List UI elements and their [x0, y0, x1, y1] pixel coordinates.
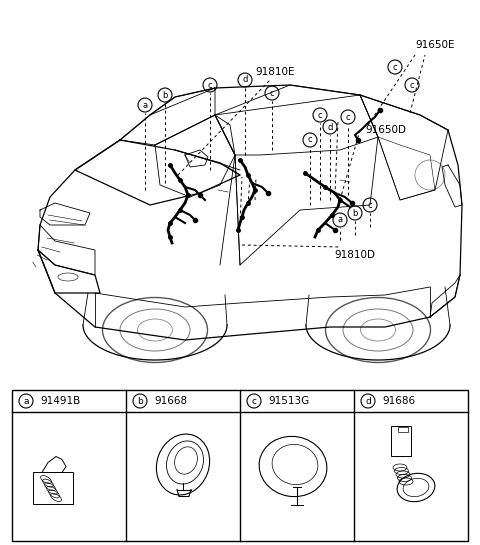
Text: c: c [410, 81, 414, 89]
Text: c: c [308, 136, 312, 144]
Text: c: c [252, 397, 256, 405]
Text: a: a [143, 100, 147, 110]
Text: c: c [393, 63, 397, 71]
Text: c: c [270, 88, 274, 98]
Text: 91650E: 91650E [415, 40, 455, 50]
Text: b: b [137, 397, 143, 405]
Text: 91810E: 91810E [255, 67, 295, 77]
Text: d: d [327, 123, 333, 131]
Text: d: d [242, 76, 248, 84]
Text: c: c [368, 201, 372, 209]
Text: a: a [23, 397, 29, 405]
Text: 91810D: 91810D [335, 250, 375, 260]
Text: c: c [346, 112, 350, 122]
Text: 91686: 91686 [382, 396, 415, 406]
Text: 91650D: 91650D [365, 125, 406, 135]
Bar [12, 390, 468, 541]
Text: 91491B: 91491B [40, 396, 80, 406]
Text: c: c [318, 111, 322, 119]
Text: a: a [337, 215, 343, 225]
Text: 91668: 91668 [154, 396, 187, 406]
Text: b: b [352, 209, 358, 217]
Text: b: b [162, 90, 168, 100]
Bar [398, 427, 408, 432]
Text: d: d [365, 397, 371, 405]
Text: c: c [208, 81, 212, 89]
Text: 91513G: 91513G [268, 396, 309, 406]
